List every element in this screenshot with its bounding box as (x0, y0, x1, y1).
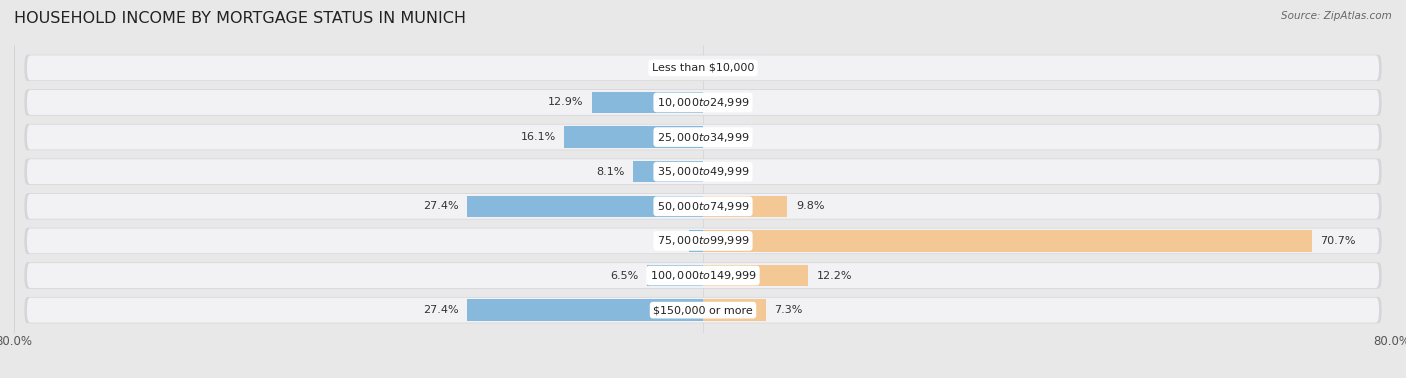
Bar (703, 299, 766, 321)
Text: 6.5%: 6.5% (610, 271, 638, 280)
FancyBboxPatch shape (24, 124, 1382, 150)
Text: 0.0%: 0.0% (666, 63, 695, 73)
FancyBboxPatch shape (24, 262, 1382, 289)
Text: Source: ZipAtlas.com: Source: ZipAtlas.com (1281, 11, 1392, 21)
Text: 0.0%: 0.0% (711, 132, 740, 142)
Text: 12.9%: 12.9% (548, 98, 583, 107)
Bar (467, 299, 703, 321)
FancyBboxPatch shape (27, 159, 1379, 184)
Bar (633, 161, 703, 183)
FancyBboxPatch shape (24, 89, 1382, 116)
FancyBboxPatch shape (27, 194, 1379, 219)
FancyBboxPatch shape (27, 263, 1379, 288)
Bar (647, 265, 703, 286)
FancyBboxPatch shape (24, 55, 1382, 81)
Text: 27.4%: 27.4% (423, 201, 458, 211)
FancyBboxPatch shape (27, 56, 1379, 80)
FancyBboxPatch shape (27, 298, 1379, 322)
FancyBboxPatch shape (24, 193, 1382, 220)
Bar (592, 92, 703, 113)
Text: $100,000 to $149,999: $100,000 to $149,999 (650, 269, 756, 282)
Text: $150,000 or more: $150,000 or more (654, 305, 752, 315)
Text: 70.7%: 70.7% (1320, 236, 1355, 246)
Text: 0.0%: 0.0% (711, 167, 740, 177)
Text: 7.3%: 7.3% (775, 305, 803, 315)
Text: 1.6%: 1.6% (652, 236, 681, 246)
Text: $50,000 to $74,999: $50,000 to $74,999 (657, 200, 749, 213)
Bar (703, 265, 808, 286)
Bar (703, 230, 1312, 252)
Text: Less than $10,000: Less than $10,000 (652, 63, 754, 73)
Bar (467, 195, 703, 217)
Text: $25,000 to $34,999: $25,000 to $34,999 (657, 130, 749, 144)
Text: $75,000 to $99,999: $75,000 to $99,999 (657, 234, 749, 248)
FancyBboxPatch shape (27, 228, 1379, 253)
Text: $35,000 to $49,999: $35,000 to $49,999 (657, 165, 749, 178)
Bar (564, 126, 703, 148)
FancyBboxPatch shape (24, 297, 1382, 323)
FancyBboxPatch shape (24, 158, 1382, 185)
Text: 9.8%: 9.8% (796, 201, 824, 211)
FancyBboxPatch shape (27, 90, 1379, 115)
Bar (689, 230, 703, 252)
Text: 16.1%: 16.1% (520, 132, 555, 142)
Text: 0.0%: 0.0% (711, 63, 740, 73)
Text: 0.0%: 0.0% (711, 98, 740, 107)
Text: 8.1%: 8.1% (596, 167, 624, 177)
Text: 27.4%: 27.4% (423, 305, 458, 315)
FancyBboxPatch shape (27, 125, 1379, 150)
FancyBboxPatch shape (24, 228, 1382, 254)
Bar (703, 195, 787, 217)
Text: HOUSEHOLD INCOME BY MORTGAGE STATUS IN MUNICH: HOUSEHOLD INCOME BY MORTGAGE STATUS IN M… (14, 11, 465, 26)
Text: 12.2%: 12.2% (817, 271, 852, 280)
Text: $10,000 to $24,999: $10,000 to $24,999 (657, 96, 749, 109)
